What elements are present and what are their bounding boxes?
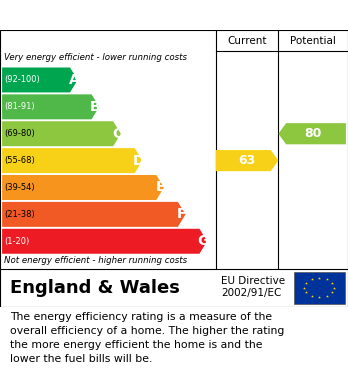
Text: D: D [133, 154, 144, 168]
Text: Very energy efficient - lower running costs: Very energy efficient - lower running co… [4, 53, 187, 62]
Polygon shape [2, 148, 142, 173]
Text: England & Wales: England & Wales [10, 278, 180, 296]
Bar [294, 272, 345, 303]
Polygon shape [2, 94, 99, 119]
Text: A: A [69, 73, 79, 87]
Polygon shape [216, 150, 278, 171]
Text: EU Directive
2002/91/EC: EU Directive 2002/91/EC [221, 276, 285, 298]
Text: 80: 80 [304, 127, 322, 140]
Text: Energy Efficiency Rating: Energy Efficiency Rating [10, 7, 220, 23]
Text: (21-38): (21-38) [4, 210, 35, 219]
Polygon shape [2, 175, 164, 200]
Polygon shape [2, 121, 121, 146]
Text: E: E [156, 181, 165, 194]
Text: B: B [90, 100, 101, 114]
Polygon shape [278, 123, 346, 144]
Text: Current: Current [227, 36, 267, 45]
Text: (39-54): (39-54) [4, 183, 35, 192]
Text: Potential: Potential [290, 36, 336, 45]
Polygon shape [2, 229, 207, 254]
Text: (55-68): (55-68) [4, 156, 35, 165]
Polygon shape [2, 68, 78, 92]
Text: Not energy efficient - higher running costs: Not energy efficient - higher running co… [4, 256, 187, 265]
Text: G: G [198, 234, 209, 248]
Text: (1-20): (1-20) [4, 237, 30, 246]
Text: C: C [112, 127, 122, 141]
Text: (81-91): (81-91) [4, 102, 35, 111]
Text: 63: 63 [238, 154, 256, 167]
Text: (92-100): (92-100) [4, 75, 40, 84]
Polygon shape [2, 202, 185, 227]
Text: F: F [177, 207, 187, 221]
Text: The energy efficiency rating is a measure of the
overall efficiency of a home. T: The energy efficiency rating is a measur… [10, 312, 285, 364]
Text: (69-80): (69-80) [4, 129, 35, 138]
